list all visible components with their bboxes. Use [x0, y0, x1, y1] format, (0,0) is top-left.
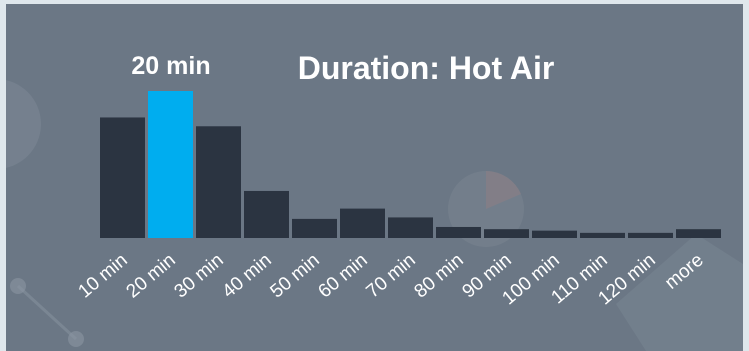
- bar-5: [340, 208, 385, 238]
- x-tick-label-6: 70 min: [363, 250, 420, 303]
- x-tick-label-7: 80 min: [411, 250, 468, 303]
- bar-1: [148, 91, 193, 238]
- bar-12: [676, 229, 721, 238]
- x-tick-label-3: 40 min: [219, 250, 276, 303]
- x-tick-label-5: 60 min: [315, 250, 372, 303]
- x-tick-label-2: 30 min: [171, 250, 228, 303]
- chart-panel: 10 min 20 min 30 min 40 min 50 min 60 min 70 m…: [6, 4, 743, 351]
- x-tick-label-4: 50 min: [267, 250, 324, 303]
- bar-6: [388, 217, 433, 238]
- bar-7: [436, 226, 481, 238]
- x-tick-label-0: 10 min: [75, 250, 132, 303]
- chart-title: Duration: Hot Air: [298, 50, 555, 86]
- bar-11: [628, 232, 673, 238]
- x-tick-label-1: 20 min: [123, 250, 180, 303]
- bar-3: [244, 190, 289, 238]
- bar-2: [196, 126, 241, 238]
- bar-4: [292, 218, 337, 238]
- x-tick-label-12: more: [661, 250, 708, 294]
- bar-10: [580, 232, 625, 238]
- bar-0: [100, 117, 145, 238]
- highlight-callout: 20 min: [131, 52, 210, 80]
- bar-9: [532, 230, 577, 238]
- bar-8: [484, 229, 529, 238]
